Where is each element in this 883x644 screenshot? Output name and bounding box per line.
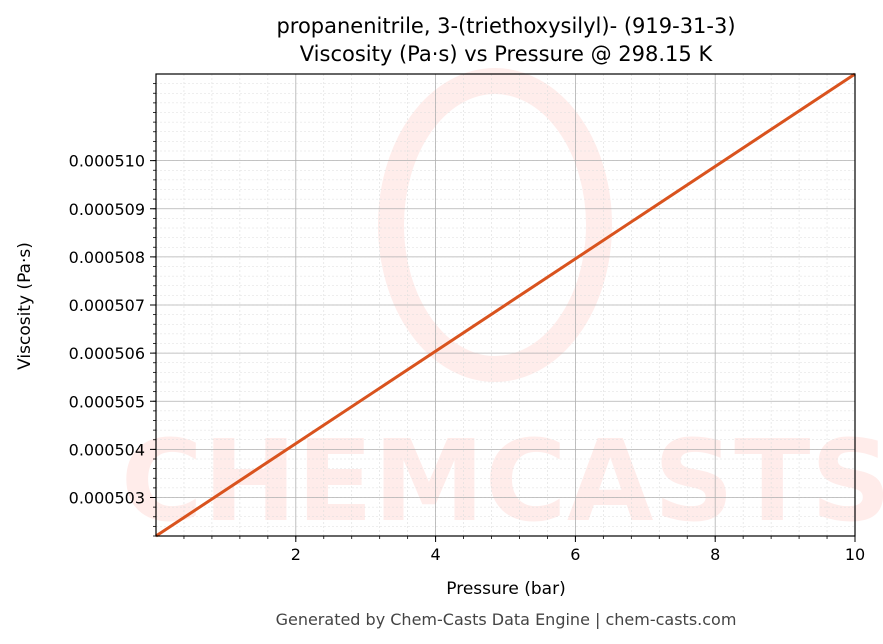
x-axis-label: Pressure (bar) [446, 579, 565, 599]
y-tick-label: 0.000504 [69, 440, 145, 459]
footer-credit: Generated by Chem-Casts Data Engine | ch… [276, 610, 737, 629]
x-tick-label: 8 [710, 545, 720, 564]
y-tick-label: 0.000503 [69, 489, 145, 508]
y-tick-label: 0.000508 [69, 248, 145, 267]
x-tick-label: 6 [570, 545, 580, 564]
y-tick-label: 0.000506 [69, 344, 145, 363]
y-tick-label: 0.000507 [69, 296, 145, 315]
plot-frame [155, 73, 856, 537]
series-line [155, 72, 856, 538]
y-tick-label: 0.000509 [69, 200, 145, 219]
chart-title-line1: propanenitrile, 3-(triethoxysilyl)- (919… [276, 14, 735, 38]
x-tick-label: 4 [431, 545, 441, 564]
series-layer [155, 72, 856, 538]
watermark-text: CHEMCASTS [121, 417, 883, 547]
y-axis-label: Viscosity (Pa·s) [15, 242, 35, 370]
y-tick-label: 0.000510 [69, 152, 145, 171]
x-tick-label: 2 [291, 545, 301, 564]
chart-title-line2: Viscosity (Pa·s) vs Pressure @ 298.15 K [300, 42, 714, 66]
watermark-logo: CHEMCASTS [121, 68, 883, 547]
x-tick-label: 10 [845, 545, 865, 564]
axes-layer: 2 4 6 8 10 0.000503 0.000504 0.000505 0.000506 0.… [69, 73, 865, 564]
y-tick-label: 0.000505 [69, 392, 145, 411]
